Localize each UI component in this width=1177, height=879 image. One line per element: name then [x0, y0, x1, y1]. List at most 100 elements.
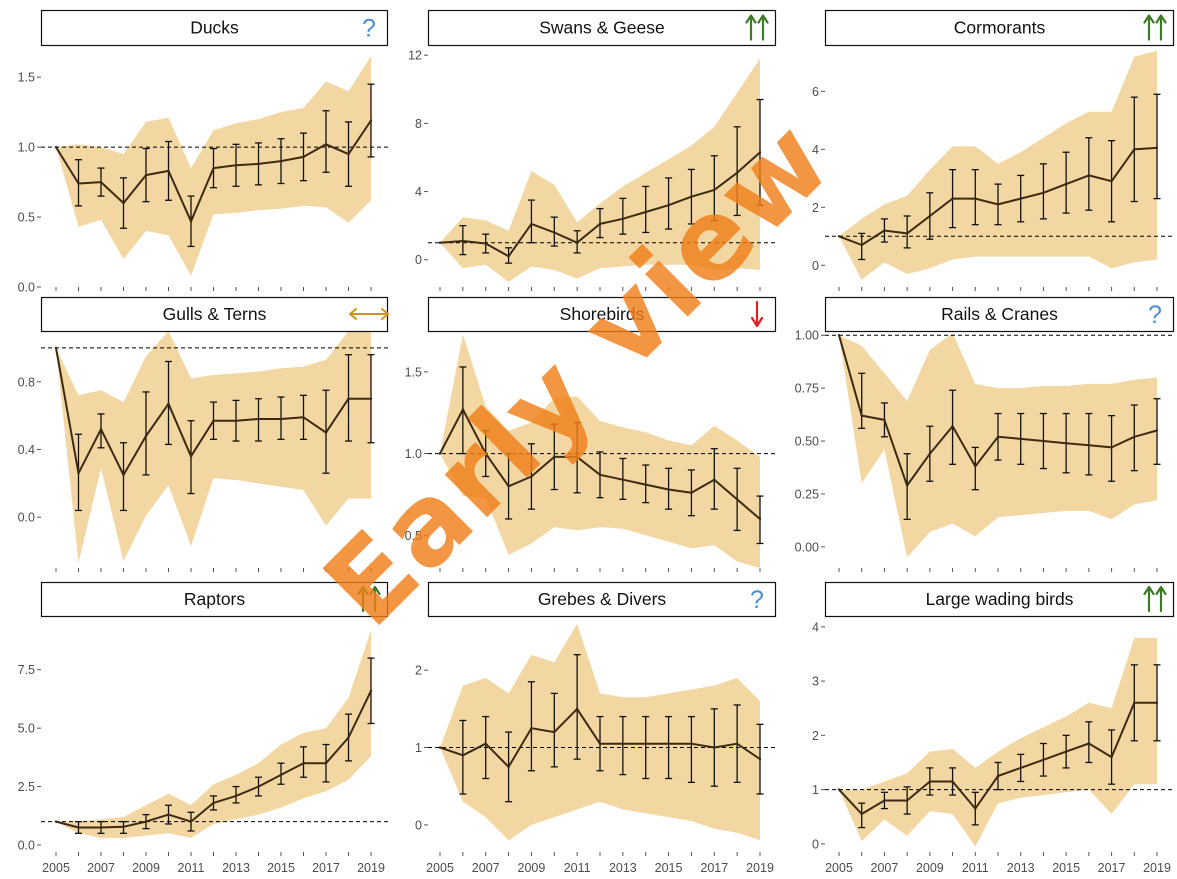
- y-tick-label: 8: [415, 117, 422, 131]
- down-arrow-icon: [750, 300, 764, 328]
- panel-cormorants: Cormorants 0 2 4 6: [812, 9, 1175, 291]
- error-bar: [527, 681, 535, 772]
- y-tick-label: 12: [408, 49, 422, 63]
- data-point: [996, 435, 1000, 439]
- data-point: [347, 152, 350, 156]
- data-point: [758, 151, 762, 154]
- x-tick-label: 2013: [222, 861, 250, 875]
- data-point: [1133, 435, 1136, 439]
- data-point: [212, 419, 215, 422]
- data-point: [735, 742, 739, 745]
- data-point: [167, 402, 170, 405]
- data-point: [575, 707, 579, 711]
- data-point: [461, 239, 465, 243]
- x-tick-label: 2005: [42, 861, 70, 875]
- data-point: [257, 417, 260, 421]
- y-tick-label: 1: [415, 741, 422, 755]
- data-point: [189, 220, 193, 223]
- data-point: [860, 414, 863, 417]
- y-tick-label: 1.5: [405, 365, 422, 379]
- y-tick-label: 0.00: [795, 540, 819, 554]
- data-point: [575, 455, 579, 459]
- data-point: [302, 155, 305, 159]
- panel-title: Ducks: [190, 18, 239, 38]
- double-up-arrow-icon: [1143, 14, 1167, 41]
- data-point: [905, 799, 909, 802]
- panel-header: [427, 9, 777, 47]
- data-point: [621, 478, 625, 481]
- data-point: [461, 408, 465, 411]
- panel-swans-geese: Swans & Geese 0 4 8 12: [408, 9, 777, 291]
- panel-header: [40, 296, 389, 333]
- data-point: [212, 166, 215, 170]
- panel-title: Shorebirds: [560, 304, 645, 324]
- data-point: [189, 455, 193, 458]
- data-point: [1019, 766, 1022, 770]
- data-point: [122, 473, 125, 477]
- data-point: [257, 162, 260, 166]
- x-tick-label: 2015: [1052, 861, 1080, 875]
- data-point: [461, 754, 465, 757]
- data-point: [553, 730, 556, 734]
- data-point: [189, 820, 193, 823]
- data-point: [122, 201, 125, 205]
- error-bar: [665, 715, 673, 780]
- double-up-arrow-icon: [357, 585, 381, 613]
- error-bar: [619, 715, 627, 776]
- data-point: [438, 746, 442, 749]
- question-icon: ?: [750, 586, 764, 614]
- data-point: [484, 742, 487, 745]
- confidence-band: [839, 637, 1157, 847]
- data-point: [1110, 446, 1113, 449]
- y-tick-label: 0.75: [795, 382, 819, 396]
- data-point: [860, 243, 863, 247]
- y-tick-label: 3: [812, 675, 819, 689]
- data-point: [347, 736, 350, 739]
- y-tick-label: 0: [415, 818, 422, 832]
- x-tick-label: 2015: [655, 861, 683, 875]
- data-point: [77, 182, 80, 185]
- data-point: [507, 255, 510, 258]
- plot-area: [825, 637, 1174, 847]
- confidence-band: [839, 50, 1157, 280]
- confidence-band: [440, 334, 760, 568]
- question-icon: ?: [362, 15, 376, 43]
- data-point: [974, 197, 977, 200]
- data-point: [690, 491, 693, 495]
- y-tick-label: 0.0: [18, 511, 35, 525]
- error-bar: [858, 372, 866, 429]
- data-point: [530, 475, 533, 478]
- data-point: [167, 169, 170, 173]
- y-tick-label: 4: [812, 620, 819, 634]
- data-point: [369, 397, 373, 400]
- panel-header: [824, 296, 1175, 333]
- x-tick-label: 2019: [357, 861, 385, 875]
- error-bar: [1039, 163, 1047, 220]
- data-point: [928, 214, 932, 218]
- data-point: [279, 773, 283, 777]
- data-point: [99, 826, 103, 829]
- data-point: [735, 498, 739, 501]
- data-point: [735, 171, 739, 175]
- x-tick-label: 2007: [871, 861, 899, 875]
- data-point: [928, 452, 932, 455]
- error-bar: [1085, 721, 1093, 764]
- panel-ducks: Ducks ? 0.0 0.5 1.0 1.5: [18, 9, 389, 295]
- panel-grebes-divers: Grebes & Divers ? 0 1 2 2005 2007 2009 2011 2013 2…: [415, 581, 777, 875]
- y-tick-label: 2.5: [18, 780, 35, 794]
- y-tick-label: 7.5: [18, 663, 35, 677]
- confidence-band: [440, 58, 760, 282]
- data-point: [144, 820, 148, 823]
- y-tick-label: 0.4: [18, 443, 35, 457]
- data-point: [324, 431, 328, 434]
- data-point: [860, 812, 863, 816]
- data-point: [234, 164, 238, 167]
- x-tick-label: 2011: [178, 861, 205, 875]
- error-bar: [903, 215, 911, 249]
- y-tick-label: 1.5: [18, 71, 35, 85]
- data-point: [1133, 701, 1136, 705]
- data-point: [438, 452, 442, 455]
- plot-area: [825, 333, 1174, 558]
- panel-title: Cormorants: [954, 18, 1046, 38]
- data-point: [438, 241, 442, 244]
